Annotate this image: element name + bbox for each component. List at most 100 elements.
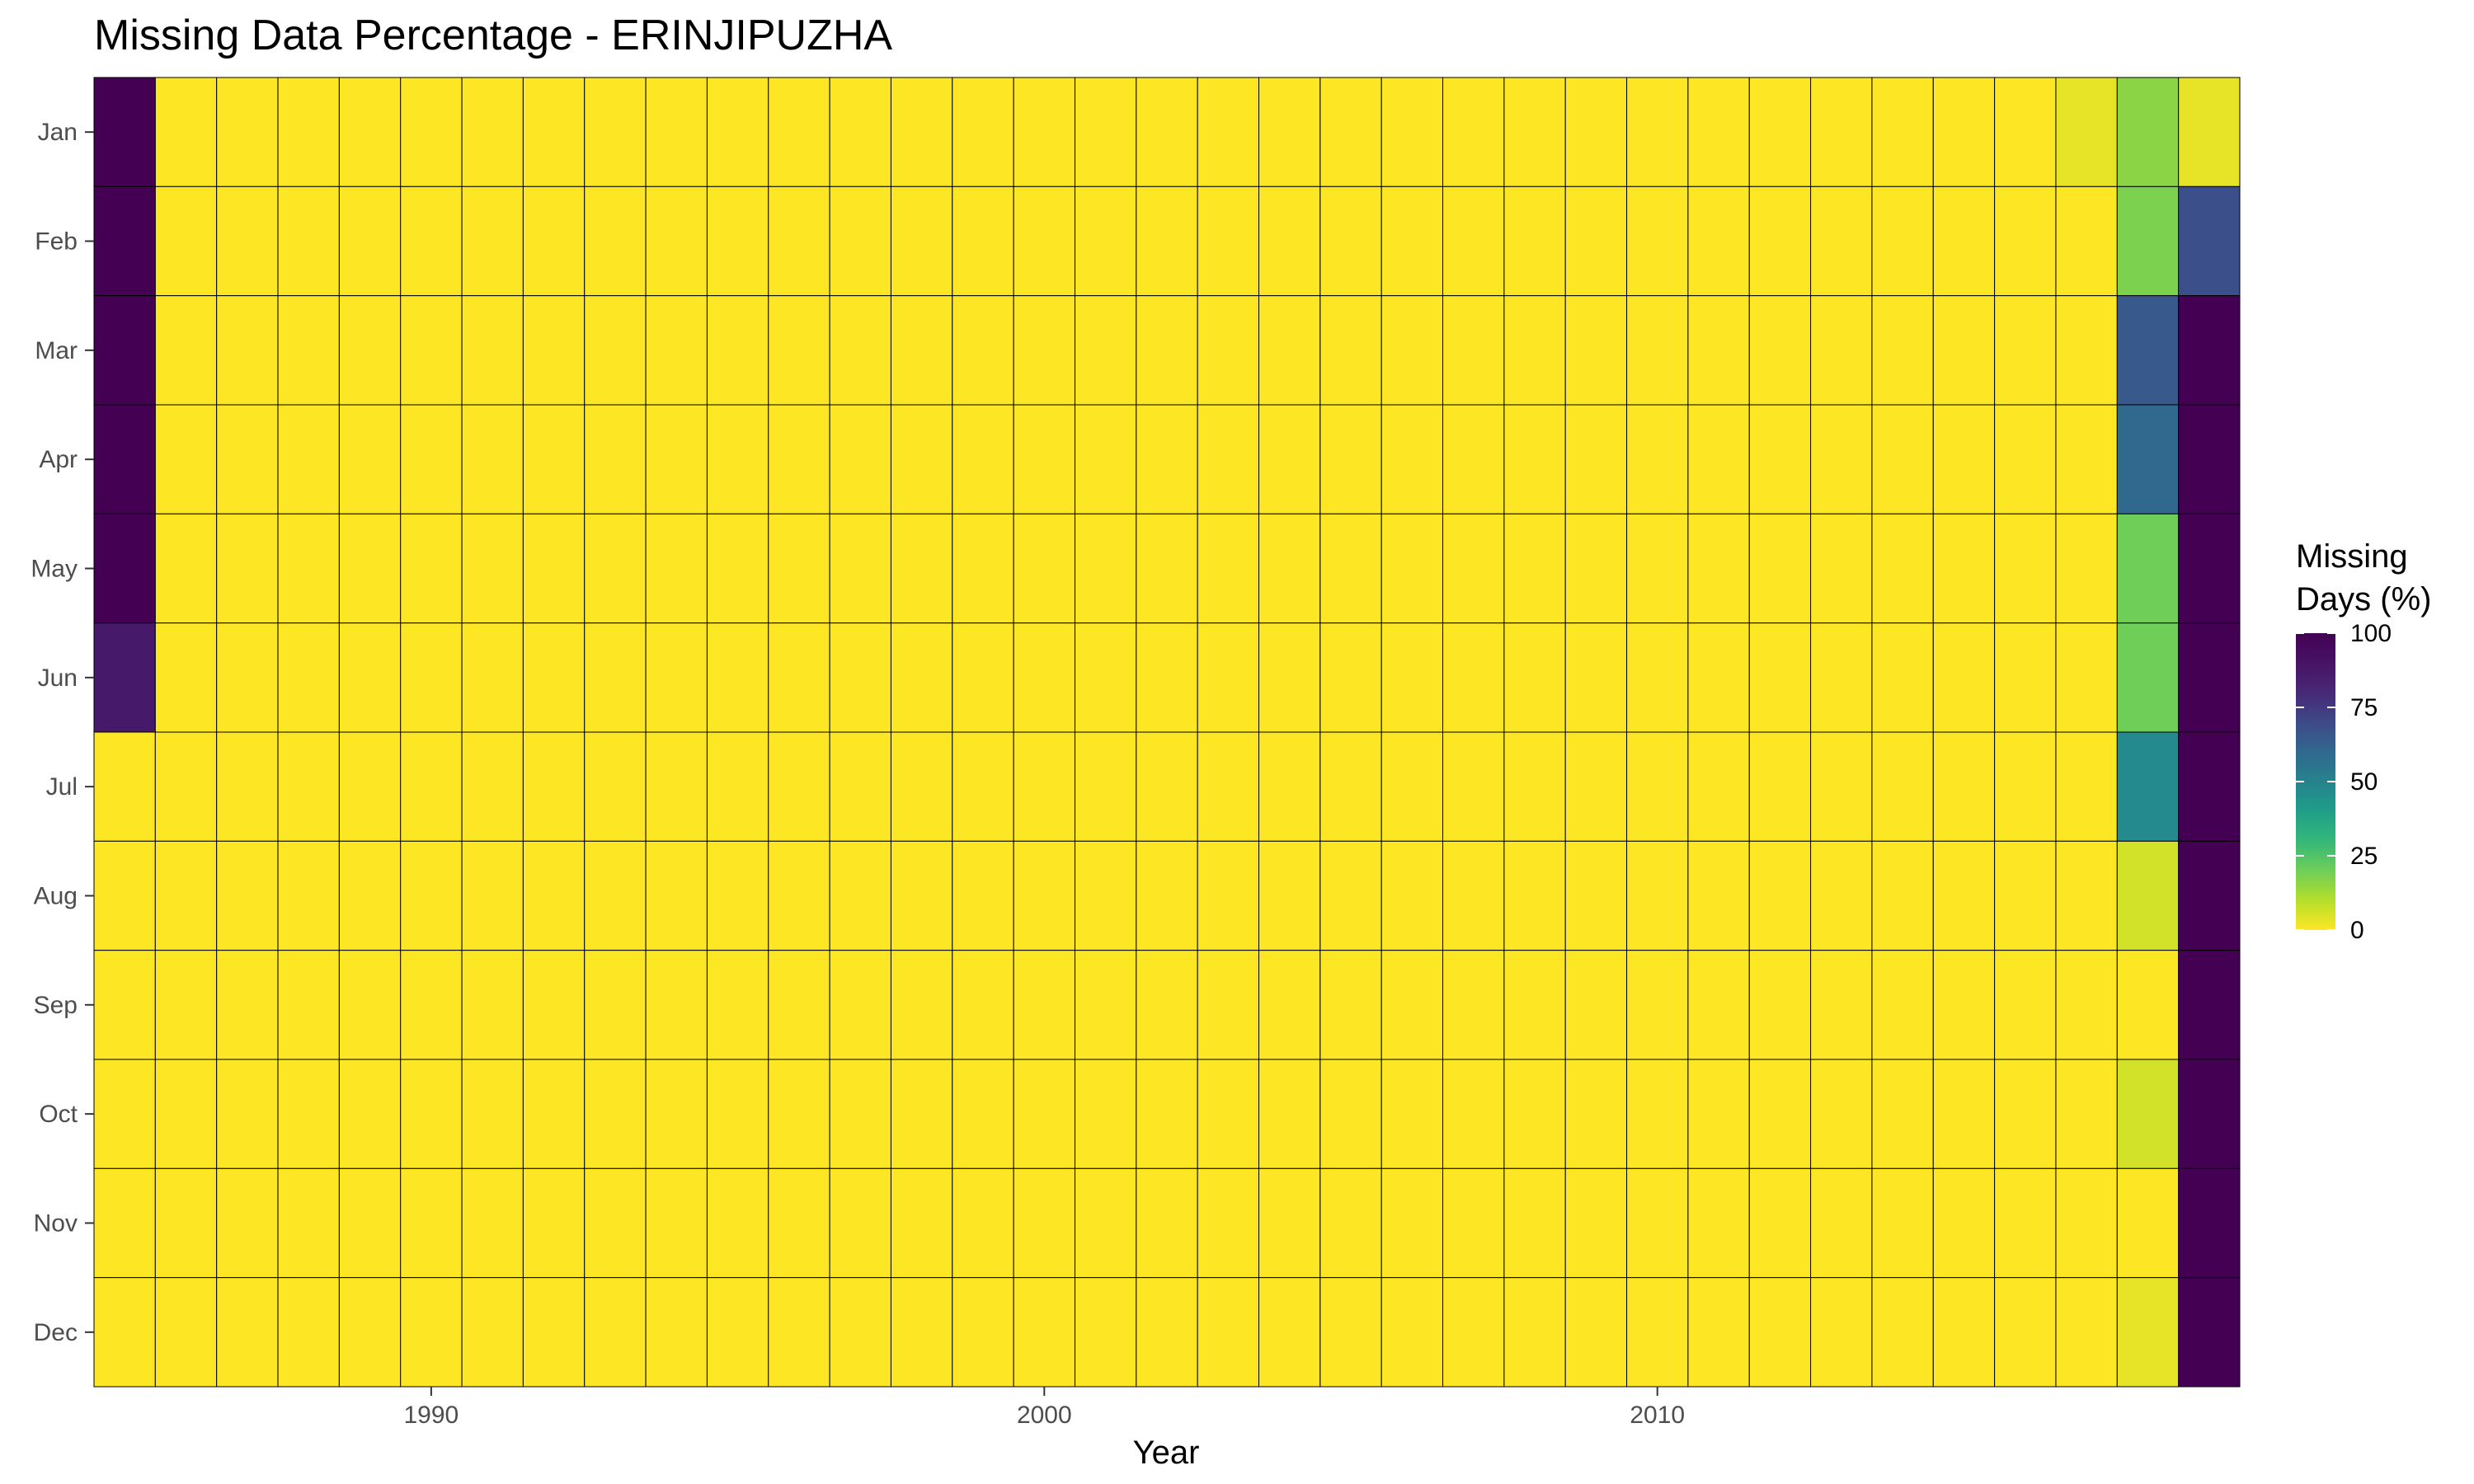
heatmap-cell-2000-jun: [1013, 622, 1075, 733]
heatmap-cell-1996-sep: [768, 950, 830, 1060]
heatmap-cell-2011-nov: [1687, 1167, 1750, 1279]
heatmap-cell-2005-may: [1319, 513, 1382, 624]
heatmap-cell-2008-apr: [1503, 404, 1566, 514]
heatmap-cell-1990-jan: [400, 77, 463, 187]
heatmap-cell-1989-sep: [338, 950, 402, 1060]
heatmap-cell-2014-aug: [1871, 840, 1934, 951]
heatmap-cell-2007-oct: [1442, 1059, 1505, 1169]
heatmap-cell-2018-may: [2116, 513, 2180, 624]
heatmap-cell-1990-feb: [400, 186, 463, 297]
heatmap-cell-1993-may: [584, 513, 647, 624]
heatmap-cell-2015-apr: [1932, 404, 1996, 514]
heatmap-cell-2019-jan: [2178, 77, 2241, 187]
heatmap-cell-1997-jun: [829, 622, 891, 733]
heatmap-cell-1998-apr: [890, 404, 953, 514]
heatmap-cell-1985-sep: [93, 950, 156, 1060]
heatmap-cell-1988-aug: [277, 840, 340, 951]
heatmap-cell-2017-aug: [2055, 840, 2118, 951]
heatmap-cell-2008-mar: [1503, 295, 1566, 406]
heatmap-cell-1986-sep: [154, 950, 218, 1060]
heatmap-cell-1999-jan: [952, 77, 1014, 187]
heatmap-cell-1985-jun: [93, 622, 156, 733]
heatmap-cell-1991-oct: [461, 1059, 524, 1169]
heatmap-cell-1999-feb: [952, 186, 1014, 297]
heatmap-cell-2014-mar: [1871, 295, 1934, 406]
heatmap-cell-1987-nov: [216, 1167, 279, 1279]
heatmap-cell-1991-may: [461, 513, 524, 624]
y-axis: Jan Feb Mar Apr May Jun Jul Aug Sep Oct Nov Dec: [31, 119, 94, 1346]
heatmap-cell-1996-aug: [768, 840, 830, 951]
legend-tick-label-75: 75: [2350, 694, 2378, 721]
heatmap-cell-2005-aug: [1319, 840, 1382, 951]
heatmap-cell-1995-jul: [706, 731, 769, 842]
heatmap-cell-1995-dec: [706, 1277, 769, 1388]
heatmap-cell-1985-jul: [93, 731, 156, 842]
heatmap-cell-2004-sep: [1258, 950, 1321, 1060]
y-tick-label-mar: Mar: [35, 337, 78, 364]
heatmap-cell-1998-may: [890, 513, 953, 624]
heatmap-cell-2005-nov: [1319, 1167, 1382, 1279]
heatmap-cell-1988-jun: [277, 622, 340, 733]
heatmap-cell-2011-aug: [1687, 840, 1750, 951]
heatmap-cell-2015-oct: [1932, 1059, 1996, 1169]
heatmap-cell-2017-nov: [2055, 1167, 2118, 1279]
heatmap-cell-2001-jul: [1074, 731, 1137, 842]
heatmap-cell-1997-jan: [829, 77, 891, 187]
y-tick-label-dec: Dec: [34, 1319, 78, 1346]
heatmap-cell-2007-apr: [1442, 404, 1505, 514]
heatmap-cell-2014-sep: [1871, 950, 1934, 1060]
heatmap-cell-2001-feb: [1074, 186, 1137, 297]
heatmap-cell-1986-jan: [154, 77, 218, 187]
heatmap-cell-2003-apr: [1197, 404, 1260, 514]
heatmap-cell-2009-feb: [1564, 186, 1628, 297]
heatmap-cell-1990-dec: [400, 1277, 463, 1388]
heatmap-cell-1989-aug: [338, 840, 402, 951]
heatmap-cell-1994-oct: [645, 1059, 708, 1169]
heatmap-cell-2017-sep: [2055, 950, 2118, 1060]
heatmap-cell-2011-mar: [1687, 295, 1750, 406]
heatmap-cell-2003-nov: [1197, 1167, 1260, 1279]
heatmap-cell-2016-may: [1994, 513, 2057, 624]
heatmap-cell-2015-jan: [1932, 77, 1996, 187]
heatmap-cell-1989-apr: [338, 404, 402, 514]
heatmap-cell-1994-may: [645, 513, 708, 624]
heatmap-cell-1993-jan: [584, 77, 647, 187]
heatmap-cell-1991-dec: [461, 1277, 524, 1388]
heatmap-cell-2012-mar: [1748, 295, 1812, 406]
heatmap-cell-1999-jun: [952, 622, 1014, 733]
heatmap-cell-2006-mar: [1380, 295, 1444, 406]
heatmap-cell-2000-dec: [1013, 1277, 1075, 1388]
heatmap-cell-2004-jun: [1258, 622, 1321, 733]
heatmap-cell-1985-mar: [93, 295, 156, 406]
heatmap-cell-2018-aug: [2116, 840, 2180, 951]
heatmap-cell-2019-dec: [2178, 1277, 2241, 1388]
heatmap-cell-1999-oct: [952, 1059, 1014, 1169]
heatmap-cell-1994-jan: [645, 77, 708, 187]
heatmap-cell-1991-aug: [461, 840, 524, 951]
heatmap-cell-2002-nov: [1136, 1167, 1198, 1279]
heatmap-cell-1996-jan: [768, 77, 830, 187]
heatmap-cell-2006-jan: [1380, 77, 1444, 187]
heatmap-cell-2004-may: [1258, 513, 1321, 624]
heatmap-cell-1991-jul: [461, 731, 524, 842]
heatmap-cell-1997-sep: [829, 950, 891, 1060]
heatmap-cell-1986-may: [154, 513, 218, 624]
heatmap-cell-1988-apr: [277, 404, 340, 514]
heatmap-cell-2004-nov: [1258, 1167, 1321, 1279]
heatmap-cell-1994-aug: [645, 840, 708, 951]
heatmap-cell-2003-jul: [1197, 731, 1260, 842]
heatmap-cell-1992-jan: [522, 77, 586, 187]
heatmap-cell-2003-mar: [1197, 295, 1260, 406]
heatmap-cell-1993-aug: [584, 840, 647, 951]
heatmap-cell-2008-oct: [1503, 1059, 1566, 1169]
heatmap-cell-2011-apr: [1687, 404, 1750, 514]
heatmap-cell-2008-dec: [1503, 1277, 1566, 1388]
heatmap-cell-2009-sep: [1564, 950, 1628, 1060]
heatmap-cell-2016-oct: [1994, 1059, 2057, 1169]
heatmap-cell-2019-oct: [2178, 1059, 2241, 1169]
heatmap-cell-1995-mar: [706, 295, 769, 406]
heatmap-cell-1988-sep: [277, 950, 340, 1060]
heatmap-cell-2003-sep: [1197, 950, 1260, 1060]
heatmap-cell-1990-jun: [400, 622, 463, 733]
heatmap-cell-2003-aug: [1197, 840, 1260, 951]
